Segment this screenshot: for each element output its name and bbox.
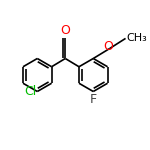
Text: CH₃: CH₃ [126, 33, 147, 43]
Text: O: O [60, 24, 70, 37]
Text: F: F [90, 93, 97, 106]
Text: O: O [103, 40, 113, 53]
Text: Cl: Cl [24, 85, 37, 98]
